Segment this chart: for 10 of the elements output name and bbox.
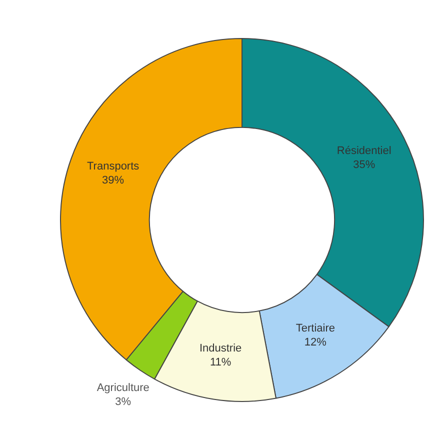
data-label: 12% (304, 336, 327, 349)
slice-label: Tertiaire (296, 322, 335, 335)
data-label: 35% (353, 158, 376, 171)
data-label: 39% (102, 174, 124, 187)
slice-label: Résidentiel (336, 144, 392, 157)
data-label: 11% (210, 356, 232, 368)
slice-label: Agriculture (96, 382, 150, 394)
data-label: 3% (115, 396, 132, 408)
slice-label: Industrie (199, 342, 242, 354)
slice-label: Transports (86, 160, 140, 173)
